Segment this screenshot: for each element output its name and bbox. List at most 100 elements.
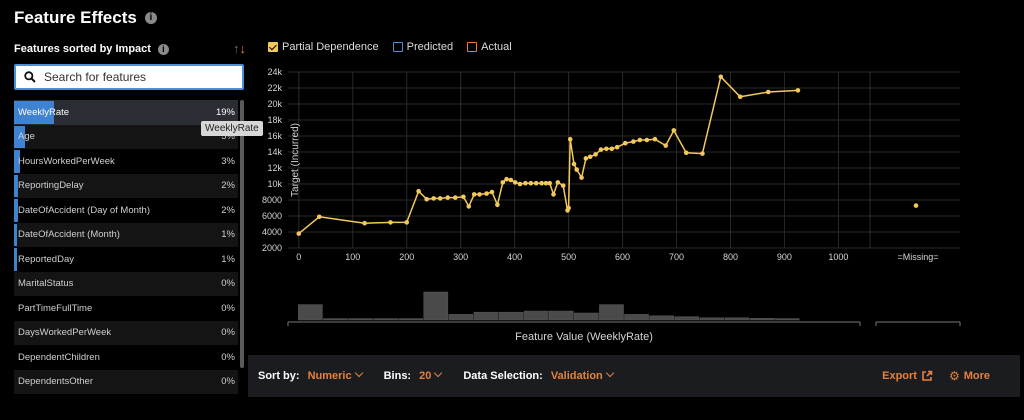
feature-impact: 0% [221,302,235,314]
partial-dependence-point [517,181,523,187]
legend-actual[interactable]: Actual [467,41,512,53]
partial-dependence-point [316,214,322,220]
feature-row[interactable]: HoursWorkedPerWeek 3% [14,149,238,174]
y-axis-label: Target (Incurred) [290,123,301,197]
feature-name: DependentChildren [18,351,100,363]
checkbox-unchecked-icon[interactable] [392,42,403,52]
partial-dependence-point [404,220,410,225]
x-tick-label: 0 [296,252,301,262]
search-box[interactable] [14,64,244,90]
y-tick-label: 14k [267,147,282,157]
info-icon[interactable]: i [144,12,157,24]
partial-dependence-point [296,231,302,236]
feature-row[interactable]: WeeklyRate 19% [14,100,238,125]
impact-bar [14,101,54,124]
histogram-bar [298,304,323,321]
data-selection-dropdown[interactable]: Validation [550,368,615,382]
more-button[interactable]: ⚙ More [949,369,990,383]
page-title: Feature Effects i [14,8,157,28]
histogram-bar [724,317,750,321]
info-icon[interactable]: i [157,43,169,55]
partial-dependence-point [504,176,509,182]
feature-row[interactable]: DependentsOther 0% [14,369,238,394]
feature-name: WeeklyRate [18,106,70,118]
data-selection-value: Validation [550,370,603,382]
feature-row[interactable]: DependentChildren 0% [14,345,238,370]
export-button[interactable]: Export [882,370,933,382]
checkbox-unchecked-icon[interactable] [467,42,478,52]
histogram-bar [699,317,725,321]
arrow-up-icon[interactable]: ↑ [233,41,240,56]
feature-impact: 19% [215,106,235,118]
histogram-bar [548,310,574,321]
partial-dependence-point [437,196,443,201]
chevron-down-icon [434,368,443,378]
y-tick-label: 4000 [262,227,282,237]
partial-dependence-point [452,195,458,200]
data-selection-control: Data Selection: Validation [463,368,615,382]
feature-row[interactable]: Age 5% [14,124,238,149]
sort-direction-toggle[interactable]: ↑↓ [233,41,246,56]
y-tick-label: 24k [267,67,282,77]
partial-dependence-point [471,192,477,197]
x-tick-label: 600 [615,252,630,262]
page-title-text: Feature Effects [14,8,137,27]
feature-effects-chart: 200040006000800010k12k14k16k18k20k22k24k… [262,67,961,343]
partial-dependence-line [298,75,798,235]
histogram-bar [373,318,398,321]
sort-by-control: Sort by: Numeric [258,368,363,382]
partial-dependence-point [555,180,561,185]
search-input[interactable] [44,70,234,84]
partial-dependence-point [737,94,743,100]
partial-dependence-point [533,180,539,186]
partial-dependence-point [543,180,549,186]
histogram-bar [448,314,474,321]
feature-impact: 0% [221,327,235,339]
partial-dependence-point [388,220,393,225]
x-tick-label: 200 [399,252,414,262]
feature-name: DependentsOther [18,376,93,388]
legend-predicted[interactable]: Predicted [392,41,453,53]
partial-dependence-point [489,189,495,195]
feature-row[interactable]: ReportedDay 1% [14,247,238,272]
histogram-bar [574,312,599,321]
bins-value: 20 [419,370,432,382]
sort-by-dropdown[interactable]: Numeric [308,368,363,382]
feature-row[interactable]: ReportingDelay 2% [14,173,238,198]
y-tick-label: 16k [267,131,282,141]
feature-row[interactable]: DateOfAccident (Day of Month) 2% [14,198,238,223]
histogram-bar [624,314,649,321]
x-tick-label: 1000 [828,252,848,262]
data-selection-label: Data Selection: [463,370,543,382]
chevron-down-icon [354,368,363,378]
feature-name: MaritalStatus [18,278,74,290]
partial-dependence-point [593,152,598,157]
x-axis-label: Feature Value (WeeklyRate) [515,331,653,343]
legend-partial-dependence[interactable]: Partial Dependence [268,41,379,53]
partial-dependence-point [560,183,566,188]
feature-row[interactable]: DaysWorkedPerWeek 0% [14,320,238,345]
impact-bar [14,174,19,197]
gear-icon: ⚙ [948,369,960,383]
feature-row[interactable]: PartTimeFullTime 0% [14,296,238,321]
feature-impact: 0% [221,278,235,290]
impact-bar [14,199,19,222]
partial-dependence-point [598,147,604,152]
histogram-bar [423,291,449,321]
feature-list-scrollbar[interactable] [240,100,244,368]
y-tick-label: 20k [267,99,282,109]
arrow-down-icon[interactable]: ↓ [239,41,247,56]
chart-controls-bar: Sort by: Numeric Bins: 20 Data Selection… [248,355,1020,397]
feature-row[interactable]: MaritalStatus 0% [14,271,238,296]
partial-dependence-point [718,74,724,80]
partial-dependence-point [579,175,584,180]
partial-dependence-point [508,177,514,183]
bins-dropdown[interactable]: 20 [419,368,443,382]
partial-dependence-point [523,180,528,186]
search-icon [24,71,36,83]
y-tick-label: 10k [267,179,282,189]
impact-bar [14,223,17,246]
feature-name: DaysWorkedPerWeek [18,327,112,339]
feature-row[interactable]: DateOfAccident (Month) 1% [14,222,238,247]
checkbox-checked-icon[interactable] [268,42,278,52]
